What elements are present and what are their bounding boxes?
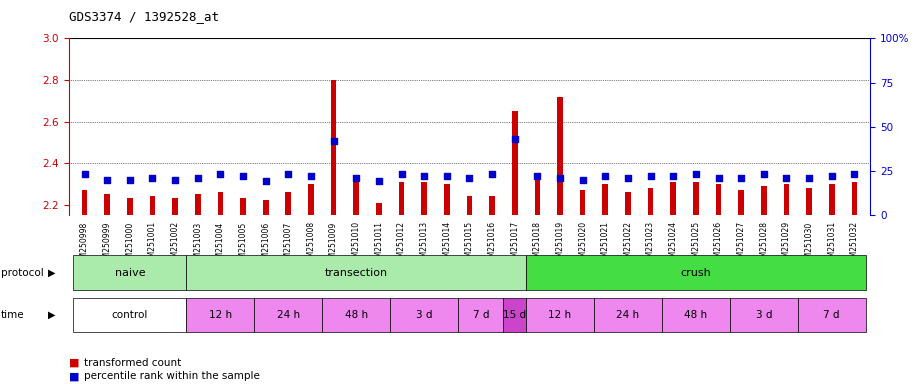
Bar [557, 97, 562, 215]
Point [824, 173, 839, 179]
Text: ▶: ▶ [48, 268, 55, 278]
Text: time: time [1, 310, 25, 320]
Bar [512, 111, 518, 215]
Bar [603, 184, 608, 215]
Bar [331, 80, 336, 215]
Point [575, 177, 590, 183]
Point [123, 177, 137, 183]
Point [485, 171, 499, 177]
Bar [240, 199, 245, 215]
Bar [466, 196, 473, 215]
Text: transformed count: transformed count [84, 358, 181, 368]
Point [191, 175, 205, 181]
Bar [172, 199, 178, 215]
Text: ■: ■ [69, 371, 79, 381]
Bar [489, 196, 495, 215]
Point [100, 177, 114, 183]
Bar [580, 190, 585, 215]
Bar [715, 184, 721, 215]
Point [530, 173, 545, 179]
Text: control: control [112, 310, 148, 320]
Point [507, 136, 522, 142]
Text: 48 h: 48 h [344, 310, 368, 320]
Point [621, 175, 636, 181]
Text: 3 d: 3 d [756, 310, 772, 320]
Text: 24 h: 24 h [277, 310, 300, 320]
Bar [82, 190, 87, 215]
Point [847, 171, 862, 177]
Text: protocol: protocol [1, 268, 44, 278]
Bar [127, 199, 133, 215]
Text: transection: transection [324, 268, 387, 278]
Bar [376, 203, 382, 215]
Bar [829, 184, 834, 215]
Bar [398, 182, 404, 215]
Point [417, 173, 431, 179]
Bar [761, 186, 767, 215]
Bar [535, 178, 540, 215]
Bar [195, 194, 201, 215]
Point [689, 171, 703, 177]
Point [734, 175, 748, 181]
Text: 3 d: 3 d [416, 310, 432, 320]
Text: 7 d: 7 d [823, 310, 840, 320]
Point [598, 173, 613, 179]
Point [168, 177, 182, 183]
Bar [852, 182, 857, 215]
Point [666, 173, 681, 179]
Text: 24 h: 24 h [616, 310, 639, 320]
Point [303, 173, 318, 179]
Point [349, 175, 364, 181]
Text: ■: ■ [69, 358, 79, 368]
Point [258, 179, 273, 185]
Text: naive: naive [114, 268, 145, 278]
Bar [693, 182, 699, 215]
Bar [625, 192, 631, 215]
Bar [308, 184, 314, 215]
Point [462, 175, 476, 181]
Text: crush: crush [681, 268, 711, 278]
Bar [648, 188, 653, 215]
Point [372, 179, 387, 185]
Bar [286, 192, 291, 215]
Bar [783, 184, 790, 215]
Bar [104, 194, 110, 215]
Point [145, 175, 159, 181]
Text: percentile rank within the sample: percentile rank within the sample [84, 371, 260, 381]
Point [326, 138, 341, 144]
Point [643, 173, 658, 179]
Bar [806, 188, 812, 215]
Bar [218, 192, 224, 215]
Point [757, 171, 771, 177]
Text: GDS3374 / 1392528_at: GDS3374 / 1392528_at [69, 10, 219, 23]
Bar [738, 190, 744, 215]
Bar [263, 200, 268, 215]
Text: 7 d: 7 d [473, 310, 489, 320]
Point [77, 171, 92, 177]
Bar [421, 182, 427, 215]
Point [711, 175, 725, 181]
Text: 12 h: 12 h [549, 310, 572, 320]
Text: 48 h: 48 h [684, 310, 707, 320]
Point [552, 175, 567, 181]
Point [802, 175, 816, 181]
Bar [444, 184, 450, 215]
Text: 12 h: 12 h [209, 310, 232, 320]
Bar [149, 196, 156, 215]
Text: 15 d: 15 d [503, 310, 527, 320]
Point [213, 171, 228, 177]
Point [281, 171, 296, 177]
Bar [354, 180, 359, 215]
Point [780, 175, 794, 181]
Point [235, 173, 250, 179]
Point [394, 171, 409, 177]
Text: ▶: ▶ [48, 310, 55, 320]
Bar [671, 182, 676, 215]
Point [440, 173, 454, 179]
